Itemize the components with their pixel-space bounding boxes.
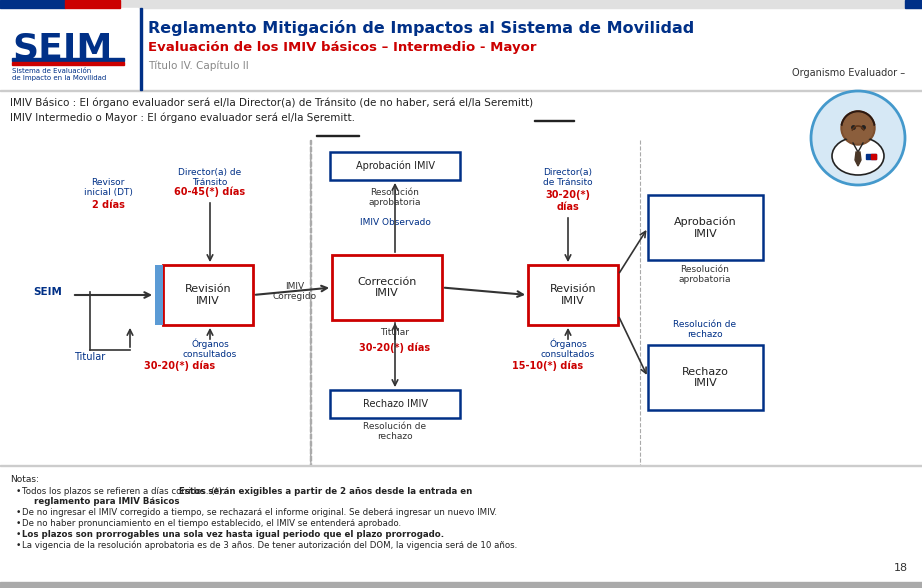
Bar bbox=[534, 120, 574, 121]
Text: 30-20(*) días: 30-20(*) días bbox=[360, 342, 431, 352]
Text: Rechazo
IMIV: Rechazo IMIV bbox=[682, 367, 729, 388]
Text: Aprobación IMIV: Aprobación IMIV bbox=[356, 161, 434, 171]
Text: 15-10(*) días: 15-10(*) días bbox=[513, 360, 584, 370]
Text: Revisión
IMIV: Revisión IMIV bbox=[550, 284, 597, 306]
Bar bbox=[0, 465, 922, 466]
Polygon shape bbox=[855, 152, 861, 166]
Bar bbox=[0, 90, 922, 91]
Circle shape bbox=[843, 113, 873, 143]
Text: •: • bbox=[16, 508, 21, 517]
Bar bbox=[12, 58, 124, 61]
Text: días: días bbox=[557, 202, 579, 212]
Text: Corregido: Corregido bbox=[273, 292, 317, 301]
Text: Titular: Titular bbox=[75, 352, 106, 362]
Text: Órganos
consultados: Órganos consultados bbox=[541, 338, 595, 359]
Text: De no ingresar el IMIV corregido a tiempo, se rechazará el informe original. Se : De no ingresar el IMIV corregido a tiemp… bbox=[22, 508, 497, 517]
Text: 30-20(*): 30-20(*) bbox=[546, 190, 590, 200]
Bar bbox=[140, 8, 141, 90]
Text: Notas:: Notas: bbox=[10, 475, 39, 484]
Text: Revisor
inicial (DT): Revisor inicial (DT) bbox=[84, 178, 133, 198]
Text: IMIV Observado: IMIV Observado bbox=[360, 218, 431, 227]
Bar bbox=[332, 255, 442, 320]
Circle shape bbox=[841, 111, 875, 145]
Bar bbox=[0, 8, 138, 90]
Text: Aprobación
IMIV: Aprobación IMIV bbox=[674, 216, 737, 239]
Bar bbox=[0, 0, 65, 8]
Bar bbox=[163, 265, 253, 325]
Bar bbox=[0, 0, 922, 8]
Text: Organismo Evaluador –: Organismo Evaluador – bbox=[792, 68, 905, 78]
Text: 2 días: 2 días bbox=[91, 200, 124, 210]
Text: Los plazos son prorrogables una sola vez hasta igual periodo que el plazo prorro: Los plazos son prorrogables una sola vez… bbox=[22, 530, 444, 539]
Text: reglamento para IMIV Básicos: reglamento para IMIV Básicos bbox=[22, 497, 180, 506]
Text: SEIM: SEIM bbox=[12, 31, 112, 65]
Bar bbox=[330, 152, 460, 180]
Text: Resolución
aprobatoria: Resolución aprobatoria bbox=[679, 265, 731, 285]
Text: Resolución de
rechazo: Resolución de rechazo bbox=[673, 320, 737, 339]
Ellipse shape bbox=[832, 137, 884, 175]
Text: La vigencia de la resolución aprobatoria es de 3 años. De tener autorización del: La vigencia de la resolución aprobatoria… bbox=[22, 541, 517, 550]
Bar bbox=[65, 0, 120, 8]
Text: •: • bbox=[16, 519, 21, 528]
Text: IMIV Intermedio o Mayor : El órgano evaluador será el/la Seremitt.: IMIV Intermedio o Mayor : El órgano eval… bbox=[10, 112, 355, 122]
Text: Titular: Titular bbox=[381, 328, 409, 337]
Bar bbox=[528, 265, 618, 325]
Bar bbox=[155, 265, 163, 325]
Circle shape bbox=[811, 91, 905, 185]
Text: Órganos
consultados: Órganos consultados bbox=[183, 338, 237, 359]
Text: Reglamento Mitigación de Impactos al Sistema de Movilidad: Reglamento Mitigación de Impactos al Sis… bbox=[148, 20, 694, 36]
Bar bbox=[648, 345, 763, 410]
Text: Estos serán exigibles a partir de 2 años desde la entrada en: Estos serán exigibles a partir de 2 años… bbox=[179, 487, 472, 496]
Bar bbox=[310, 140, 311, 465]
Text: Título IV. Capítulo II: Título IV. Capítulo II bbox=[148, 60, 249, 71]
Text: IMIV: IMIV bbox=[286, 282, 304, 291]
Bar bbox=[871, 154, 876, 159]
Text: De no haber pronunciamiento en el tiempo establecido, el IMIV se entenderá aprob: De no haber pronunciamiento en el tiempo… bbox=[22, 519, 401, 528]
Text: Resolución
aprobatoria: Resolución aprobatoria bbox=[369, 188, 421, 208]
Bar bbox=[648, 195, 763, 260]
Bar bbox=[866, 154, 876, 159]
Bar bbox=[0, 582, 922, 588]
Text: Revisión
IMIV: Revisión IMIV bbox=[184, 284, 231, 306]
Text: Todos los plazos se refieren a días corridos. (*):: Todos los plazos se refieren a días corr… bbox=[22, 487, 228, 496]
Text: •: • bbox=[16, 487, 21, 496]
Text: SEIM: SEIM bbox=[33, 287, 63, 297]
Bar bbox=[316, 135, 359, 136]
Text: •: • bbox=[16, 541, 21, 550]
Text: Corrección
IMIV: Corrección IMIV bbox=[358, 277, 417, 298]
Wedge shape bbox=[841, 111, 875, 128]
Text: Rechazo IMIV: Rechazo IMIV bbox=[362, 399, 428, 409]
Text: 18: 18 bbox=[893, 563, 908, 573]
Text: Director(a) de
Tránsito: Director(a) de Tránsito bbox=[178, 168, 242, 188]
Text: Evaluación de los IMIV básicos – Intermedio - Mayor: Evaluación de los IMIV básicos – Interme… bbox=[148, 41, 537, 54]
Text: Director(a)
de Tránsito: Director(a) de Tránsito bbox=[543, 168, 593, 188]
Text: Resolución de
rechazo: Resolución de rechazo bbox=[363, 422, 427, 442]
Bar bbox=[12, 62, 124, 65]
Text: 30-20(*) días: 30-20(*) días bbox=[145, 360, 216, 370]
Bar bbox=[905, 0, 922, 8]
Text: 60-45(*) días: 60-45(*) días bbox=[174, 186, 245, 196]
Bar bbox=[330, 390, 460, 418]
Text: Sistema de Evaluación
de Impacto en la Movilidad: Sistema de Evaluación de Impacto en la M… bbox=[12, 68, 106, 81]
Text: •: • bbox=[16, 530, 21, 539]
Text: IMIV Básico : El órgano evaluador será el/la Director(a) de Tránsito (de no habe: IMIV Básico : El órgano evaluador será e… bbox=[10, 97, 533, 108]
